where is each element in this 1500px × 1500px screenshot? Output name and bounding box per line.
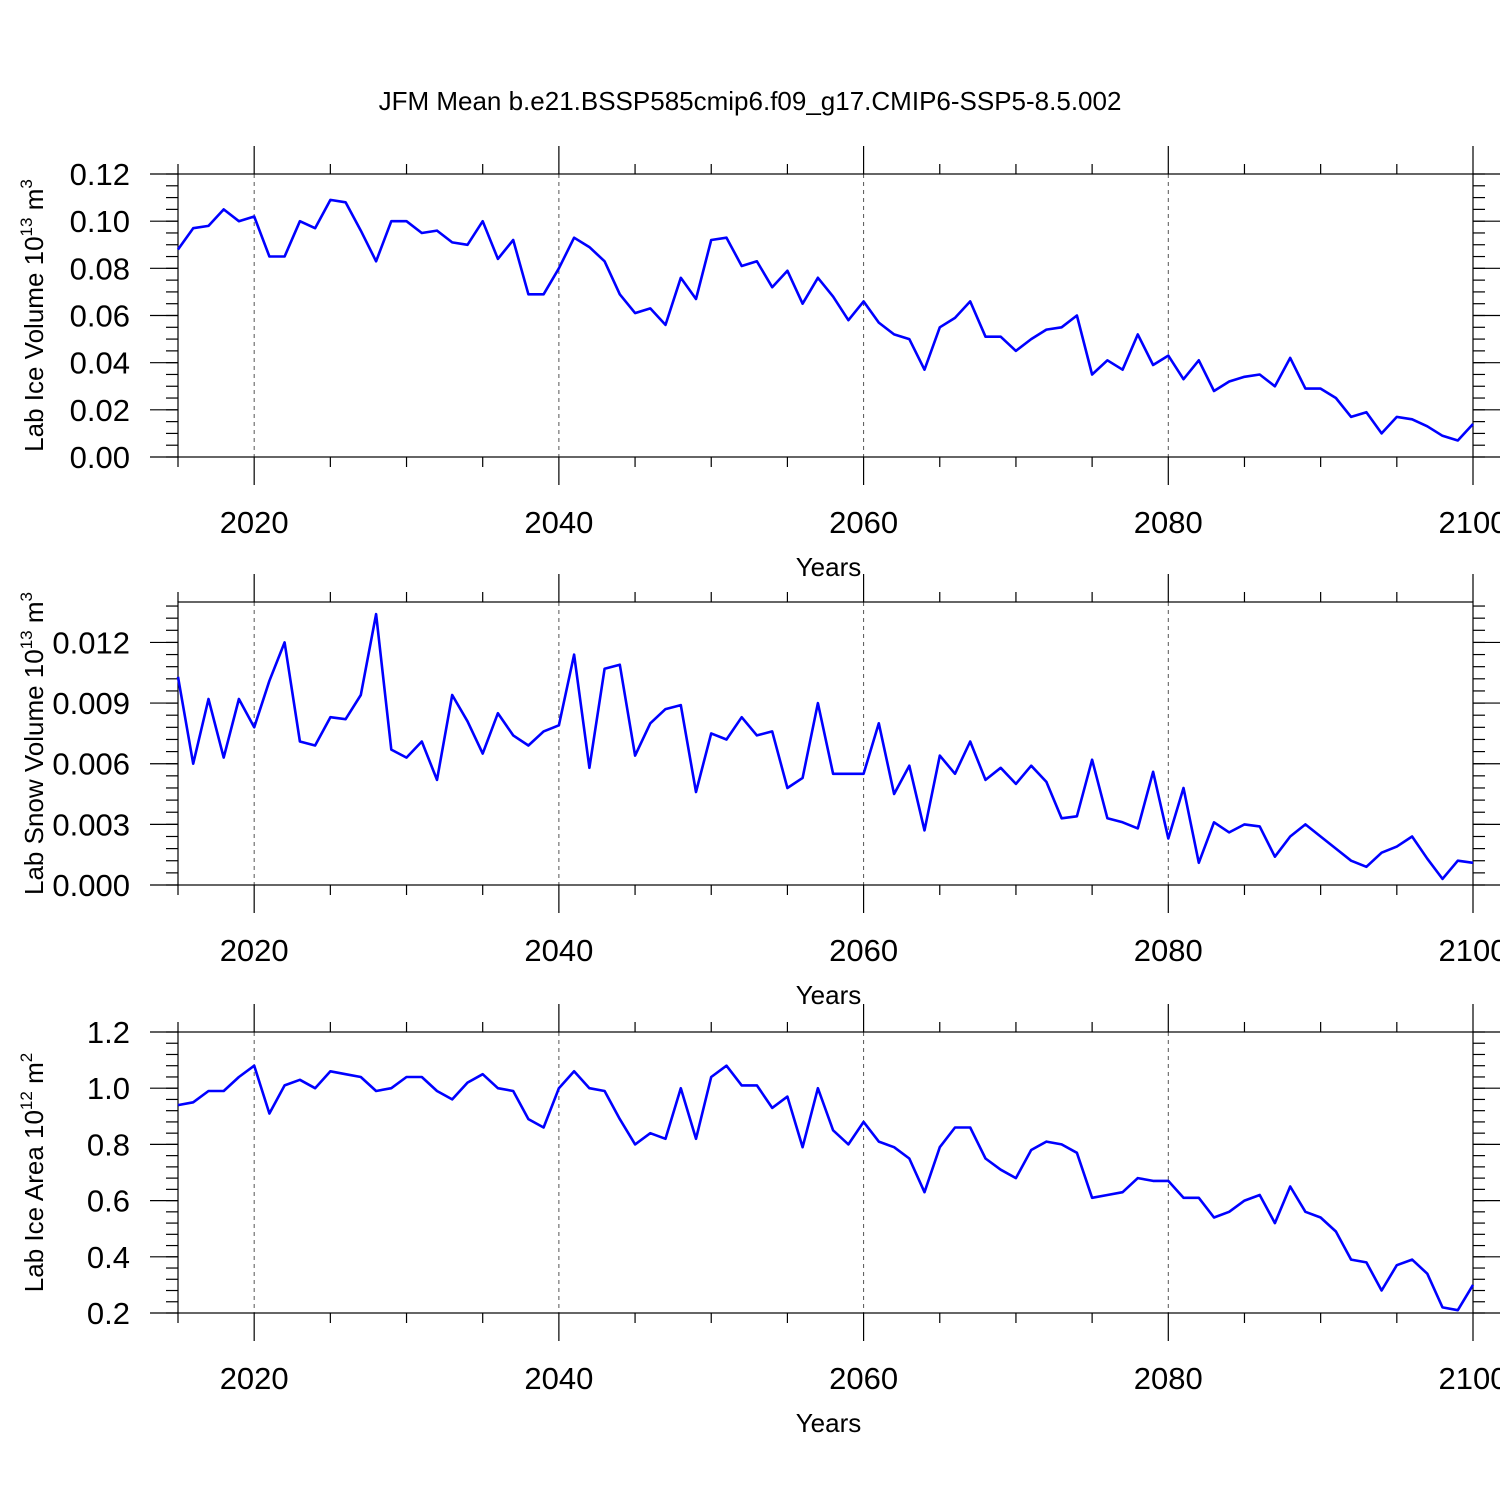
x-tick-label: 2060 — [829, 1361, 898, 1396]
y-tick-label: 0.012 — [52, 625, 130, 660]
x-tick-label: 2080 — [1134, 933, 1203, 968]
x-axis-label: Years — [796, 1408, 862, 1438]
series-line — [176, 612, 1474, 881]
x-tick-label: 2040 — [524, 933, 593, 968]
y-tick-label: 0.8 — [87, 1127, 130, 1162]
x-axis-label: Years — [796, 980, 862, 1010]
y-tick-label: 0.006 — [52, 747, 130, 782]
y-axis-label: Lab Ice Volume 1013 m3 — [17, 179, 49, 452]
x-tick-label: 2100 — [1439, 505, 1500, 540]
y-tick-label: 1.0 — [87, 1071, 130, 1106]
y-tick-label: 0.2 — [87, 1296, 130, 1331]
x-tick-label: 2060 — [829, 505, 898, 540]
y-tick-label: 0.009 — [52, 686, 130, 721]
x-tick-label: 2020 — [220, 505, 289, 540]
y-tick-label: 0.12 — [70, 157, 130, 192]
ice-volume-panel: 2020 2040 2060 2080 2100 0.00 0.02 0.04 0.06 0.08… — [17, 146, 1500, 582]
plot-frame — [177, 1031, 1474, 1314]
x-tick-label: 2080 — [1134, 1361, 1203, 1396]
y-tick-label: 0.4 — [87, 1240, 130, 1275]
x-tick-label: 2100 — [1439, 933, 1500, 968]
x-tick-label: 2080 — [1134, 505, 1203, 540]
y-tick-label: 0.02 — [70, 393, 130, 428]
y-axis-label: Lab Ice Area 1012 m2 — [17, 1053, 49, 1292]
x-tick-label: 2040 — [524, 505, 593, 540]
ice-area-panel: 2020 2040 2060 2080 2100 0.2 0.4 0.6 0.8 1.0 1.2 Ye… — [17, 1004, 1500, 1438]
y-axis-label: Lab Snow Volume 1013 m3 — [17, 592, 49, 895]
y-tick-label: 1.2 — [87, 1015, 130, 1050]
y-tick-label: 0.10 — [70, 204, 130, 239]
y-tick-label: 0.00 — [70, 440, 130, 475]
series-line — [177, 1064, 1475, 1312]
y-tick-label: 0.003 — [52, 807, 130, 842]
x-tick-label: 2020 — [220, 933, 289, 968]
plot-frame — [177, 173, 1474, 458]
x-tick-label: 2020 — [220, 1361, 289, 1396]
y-tick-label: 0.08 — [70, 251, 130, 286]
series-line — [176, 198, 1474, 442]
x-axis-label: Years — [796, 552, 862, 582]
x-tick-label: 2040 — [524, 1361, 593, 1396]
x-tick-label: 2060 — [829, 933, 898, 968]
x-tick-label: 2100 — [1439, 1361, 1500, 1396]
y-tick-label: 0.000 — [52, 868, 130, 903]
plot-frame — [177, 601, 1474, 886]
y-tick-label: 0.04 — [70, 346, 130, 381]
y-tick-label: 0.06 — [70, 299, 130, 334]
snow-volume-panel: 2020 2040 2060 2080 2100 0.000 0.003 0.006 0.009… — [17, 574, 1500, 1010]
y-tick-label: 0.6 — [87, 1184, 130, 1219]
figure-title: JFM Mean b.e21.BSSP585cmip6.f09_g17.CMIP… — [379, 86, 1122, 116]
